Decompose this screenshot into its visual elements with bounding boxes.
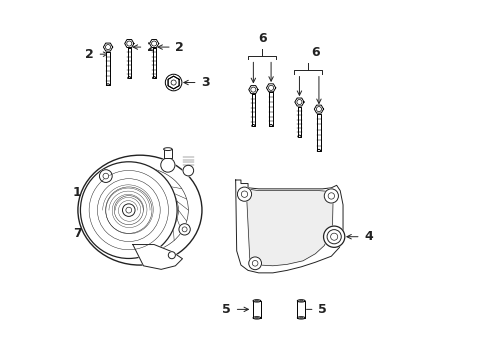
Circle shape	[168, 252, 175, 259]
Ellipse shape	[252, 300, 260, 302]
Polygon shape	[149, 40, 159, 48]
Ellipse shape	[78, 155, 202, 265]
Polygon shape	[235, 180, 343, 273]
Polygon shape	[152, 48, 155, 78]
Circle shape	[326, 230, 341, 244]
Circle shape	[330, 233, 337, 240]
Text: 7: 7	[73, 228, 82, 240]
Circle shape	[268, 85, 273, 90]
Circle shape	[105, 45, 110, 50]
Polygon shape	[168, 76, 179, 89]
Circle shape	[126, 41, 132, 46]
Circle shape	[241, 191, 247, 197]
Circle shape	[317, 149, 320, 153]
Circle shape	[152, 77, 155, 80]
Circle shape	[250, 87, 255, 92]
Text: 4: 4	[364, 230, 372, 243]
Circle shape	[106, 84, 109, 87]
Circle shape	[183, 165, 193, 176]
Circle shape	[165, 74, 182, 91]
Polygon shape	[168, 76, 179, 89]
Polygon shape	[251, 94, 254, 126]
Ellipse shape	[255, 300, 258, 301]
Ellipse shape	[297, 317, 305, 319]
Circle shape	[80, 162, 177, 258]
Polygon shape	[133, 244, 182, 269]
Circle shape	[97, 179, 160, 242]
Polygon shape	[266, 84, 275, 92]
Polygon shape	[294, 98, 304, 106]
Text: 2: 2	[175, 41, 184, 54]
Text: 6: 6	[310, 46, 319, 59]
Circle shape	[89, 171, 168, 250]
Polygon shape	[252, 301, 260, 318]
Text: 3: 3	[201, 76, 209, 89]
Ellipse shape	[252, 317, 260, 319]
Circle shape	[179, 224, 190, 235]
Circle shape	[323, 226, 344, 247]
Circle shape	[151, 41, 156, 46]
Circle shape	[171, 80, 176, 85]
Ellipse shape	[299, 300, 302, 301]
Circle shape	[161, 158, 175, 172]
Polygon shape	[314, 105, 323, 113]
Polygon shape	[106, 52, 109, 85]
Polygon shape	[317, 114, 320, 151]
Ellipse shape	[163, 148, 172, 150]
Circle shape	[237, 187, 251, 201]
Polygon shape	[163, 149, 172, 158]
Polygon shape	[248, 86, 258, 94]
Polygon shape	[297, 301, 305, 318]
Text: 5: 5	[222, 303, 230, 316]
Circle shape	[248, 257, 261, 270]
Text: 2: 2	[85, 48, 94, 61]
Polygon shape	[103, 43, 112, 51]
Circle shape	[105, 187, 152, 233]
Polygon shape	[269, 93, 272, 126]
Polygon shape	[124, 40, 134, 48]
Circle shape	[122, 204, 135, 216]
Text: 2: 2	[147, 41, 156, 54]
Circle shape	[324, 189, 338, 203]
Circle shape	[251, 125, 254, 128]
Polygon shape	[127, 48, 131, 78]
Circle shape	[297, 135, 301, 138]
Circle shape	[252, 260, 258, 266]
Polygon shape	[246, 189, 332, 266]
Polygon shape	[297, 107, 301, 137]
Circle shape	[103, 173, 108, 179]
Circle shape	[99, 170, 112, 183]
Circle shape	[269, 125, 272, 128]
Circle shape	[182, 227, 187, 232]
Circle shape	[127, 77, 131, 80]
Ellipse shape	[297, 300, 305, 302]
Circle shape	[316, 107, 321, 112]
Text: 1: 1	[73, 186, 81, 199]
Circle shape	[296, 99, 302, 104]
Circle shape	[114, 195, 143, 225]
Text: 5: 5	[318, 303, 326, 316]
Text: 6: 6	[257, 32, 266, 45]
Circle shape	[125, 207, 131, 213]
Circle shape	[327, 193, 334, 199]
